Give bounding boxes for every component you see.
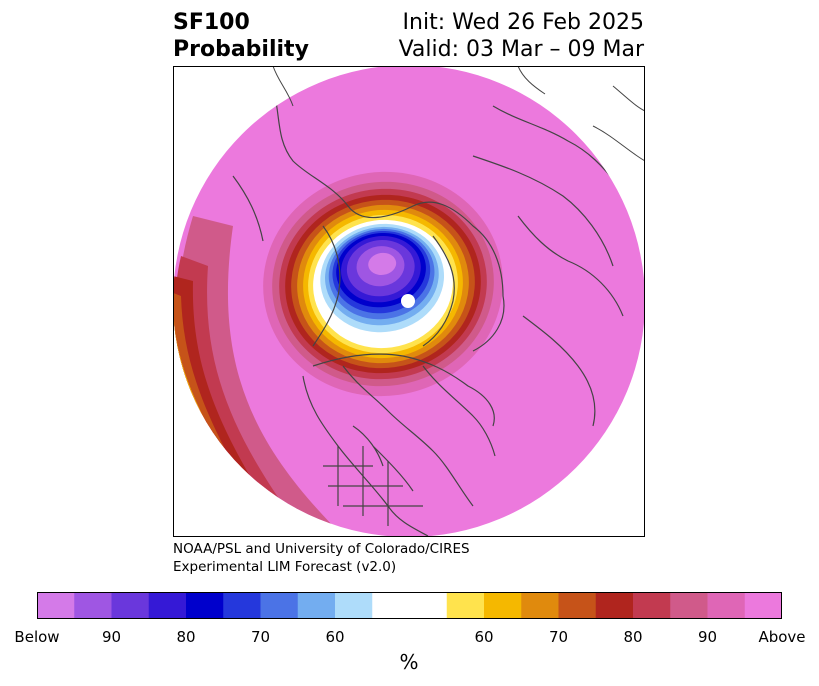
colorbar-segment	[297, 592, 336, 619]
colorbar-segment	[148, 592, 187, 619]
colorbar-segment	[670, 592, 708, 619]
colorbar-frame	[37, 592, 782, 619]
coastlines	[232, 75, 624, 537]
credit-line2: Experimental LIM Forecast (v2.0)	[173, 559, 397, 575]
colorbar-segment	[37, 592, 75, 619]
colorbar-segment	[484, 592, 522, 619]
colorbar-tick-label: 70	[250, 628, 271, 646]
colorbar-tick-label: Below	[14, 628, 60, 646]
colorbar-segment	[74, 592, 112, 619]
polar-anomaly	[263, 171, 503, 397]
colorbar-tick-label: Above	[758, 628, 806, 646]
title-line1: SF100	[173, 10, 250, 35]
colorbar-segment	[186, 592, 224, 619]
polar-probability-map	[173, 66, 645, 537]
colorbar-segment	[372, 592, 448, 619]
credit-line1: NOAA/PSL and University of Colorado/CIRE…	[173, 541, 470, 557]
colorbar-tick-label: 60	[325, 628, 345, 646]
colorbar-segment	[260, 592, 299, 619]
colorbar-segment	[111, 592, 150, 619]
colorbar-segment	[558, 592, 597, 619]
colorbar-segment	[446, 592, 485, 619]
colorbar-segment	[707, 592, 746, 619]
colorbar-tick-label: 90	[697, 628, 718, 646]
colorbar-segment	[223, 592, 261, 619]
colorbar-segment	[335, 592, 373, 619]
colorbar-tick-label: 90	[101, 628, 122, 646]
colorbar-segment	[744, 592, 782, 619]
colorbar-tick-label: 60	[474, 628, 494, 646]
map-frame	[173, 66, 645, 537]
colorbar-tick-label: 70	[548, 628, 569, 646]
colorbar-segment	[595, 592, 634, 619]
colorbar-segment	[633, 592, 671, 619]
outer-coastlines	[272, 66, 645, 162]
colorbar-segment	[521, 592, 559, 619]
init-date: Init: Wed 26 Feb 2025	[402, 10, 644, 35]
north-pole-marker	[401, 294, 415, 308]
title-line2: Probability	[173, 37, 309, 62]
colorbar-tick-label: 80	[176, 628, 196, 646]
colorbar-unit-label: %	[399, 650, 419, 674]
colorbar	[37, 592, 782, 619]
valid-range: Valid: 03 Mar – 09 Mar	[398, 37, 644, 62]
colorbar-tick-label: 80	[623, 628, 643, 646]
